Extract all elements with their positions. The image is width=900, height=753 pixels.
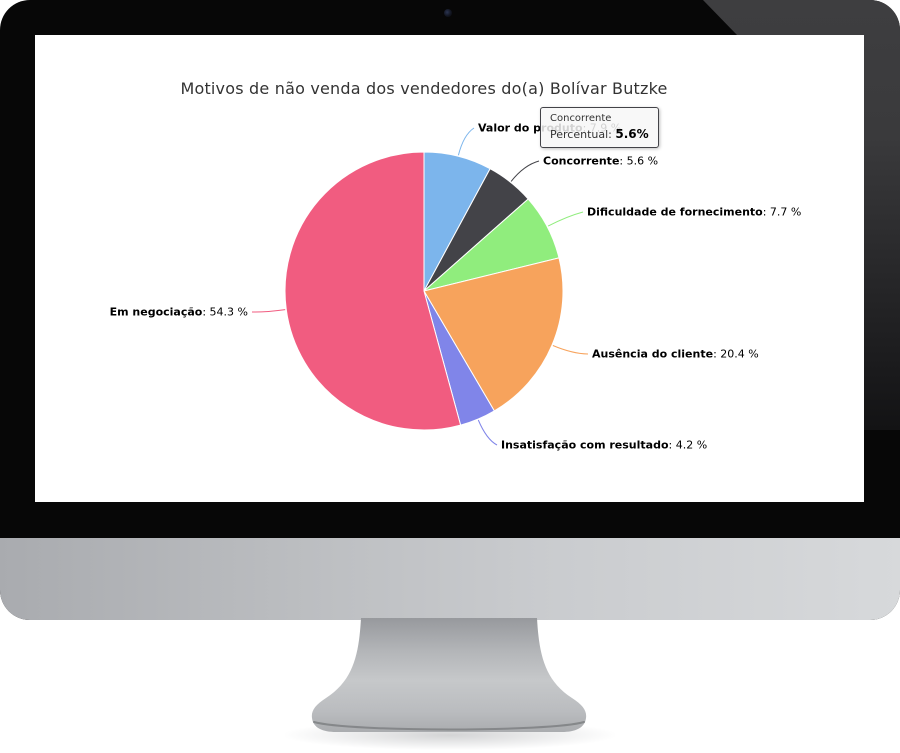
tooltip-body: Percentual: 5.6% bbox=[550, 127, 649, 141]
pie-slice-5[interactable] bbox=[284, 151, 462, 431]
slice-label-4: Insatisfação com resultado: 4.2 % bbox=[501, 438, 708, 452]
label-connector-3 bbox=[552, 345, 589, 355]
camera-icon bbox=[444, 9, 452, 17]
slice-label-3: Ausência do cliente: 20.4 % bbox=[592, 347, 759, 361]
pie-slices bbox=[284, 151, 564, 431]
label-connector-4 bbox=[477, 419, 498, 446]
tooltip-label: Percentual: bbox=[550, 128, 612, 141]
chart-tooltip: Concorrente Percentual: 5.6% bbox=[540, 107, 659, 148]
slice-label-1: Concorrente: 5.6 % bbox=[543, 154, 659, 168]
monitor-chin bbox=[0, 538, 900, 620]
tooltip-value: 5.6% bbox=[615, 127, 649, 141]
imac-monitor: Motivos de não venda dos vendedores do(a… bbox=[0, 0, 900, 620]
pie-chart-container: Motivos de não venda dos vendedores do(a… bbox=[35, 35, 864, 502]
stand-body bbox=[311, 618, 587, 732]
label-connector-5 bbox=[251, 309, 286, 313]
pie-connectors bbox=[251, 127, 589, 446]
label-connector-1 bbox=[510, 160, 540, 182]
slice-label-5: Em negociação: 54.3 % bbox=[109, 305, 248, 319]
stand-base-rim bbox=[313, 721, 585, 731]
pie-svg bbox=[251, 127, 589, 446]
chart-title: Motivos de não venda dos vendedores do(a… bbox=[180, 79, 668, 98]
label-connector-0 bbox=[457, 127, 475, 156]
monitor-stand bbox=[311, 618, 587, 732]
screen: Motivos de não venda dos vendedores do(a… bbox=[35, 35, 864, 502]
slice-label-2: Dificuldade de fornecimento: 7.7 % bbox=[587, 205, 802, 219]
label-connector-2 bbox=[547, 211, 584, 227]
pie-slice-3[interactable] bbox=[423, 257, 564, 412]
tooltip-series-name: Concorrente bbox=[550, 113, 612, 124]
